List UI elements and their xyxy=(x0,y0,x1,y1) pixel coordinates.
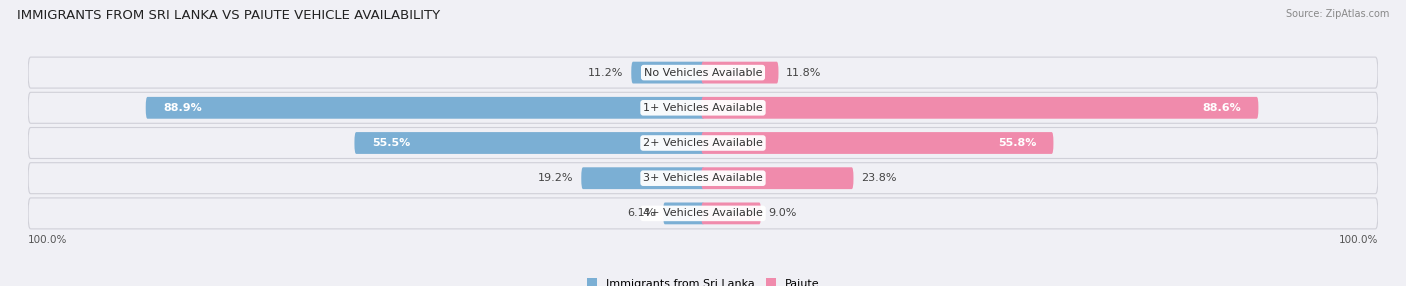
FancyBboxPatch shape xyxy=(581,167,704,189)
FancyBboxPatch shape xyxy=(146,97,704,119)
Text: Source: ZipAtlas.com: Source: ZipAtlas.com xyxy=(1285,9,1389,19)
Text: 6.1%: 6.1% xyxy=(627,208,655,219)
Text: 88.9%: 88.9% xyxy=(163,103,202,113)
Text: 100.0%: 100.0% xyxy=(1339,235,1378,245)
Text: 3+ Vehicles Available: 3+ Vehicles Available xyxy=(643,173,763,183)
Text: No Vehicles Available: No Vehicles Available xyxy=(644,67,762,78)
FancyBboxPatch shape xyxy=(702,97,1258,119)
Text: 100.0%: 100.0% xyxy=(28,235,67,245)
Text: 88.6%: 88.6% xyxy=(1202,103,1241,113)
Legend: Immigrants from Sri Lanka, Paiute: Immigrants from Sri Lanka, Paiute xyxy=(582,274,824,286)
Text: 23.8%: 23.8% xyxy=(860,173,897,183)
Text: 55.8%: 55.8% xyxy=(998,138,1036,148)
FancyBboxPatch shape xyxy=(702,62,779,84)
FancyBboxPatch shape xyxy=(702,167,853,189)
Text: 4+ Vehicles Available: 4+ Vehicles Available xyxy=(643,208,763,219)
FancyBboxPatch shape xyxy=(631,62,704,84)
Text: 9.0%: 9.0% xyxy=(769,208,797,219)
FancyBboxPatch shape xyxy=(28,128,1378,158)
FancyBboxPatch shape xyxy=(664,202,704,224)
Text: IMMIGRANTS FROM SRI LANKA VS PAIUTE VEHICLE AVAILABILITY: IMMIGRANTS FROM SRI LANKA VS PAIUTE VEHI… xyxy=(17,9,440,21)
FancyBboxPatch shape xyxy=(354,132,704,154)
FancyBboxPatch shape xyxy=(28,163,1378,194)
Text: 19.2%: 19.2% xyxy=(538,173,574,183)
FancyBboxPatch shape xyxy=(28,57,1378,88)
Text: 11.8%: 11.8% xyxy=(786,67,821,78)
Text: 55.5%: 55.5% xyxy=(371,138,411,148)
Text: 2+ Vehicles Available: 2+ Vehicles Available xyxy=(643,138,763,148)
FancyBboxPatch shape xyxy=(702,132,1053,154)
Text: 11.2%: 11.2% xyxy=(588,67,624,78)
Text: 1+ Vehicles Available: 1+ Vehicles Available xyxy=(643,103,763,113)
FancyBboxPatch shape xyxy=(28,92,1378,123)
FancyBboxPatch shape xyxy=(28,198,1378,229)
FancyBboxPatch shape xyxy=(702,202,761,224)
